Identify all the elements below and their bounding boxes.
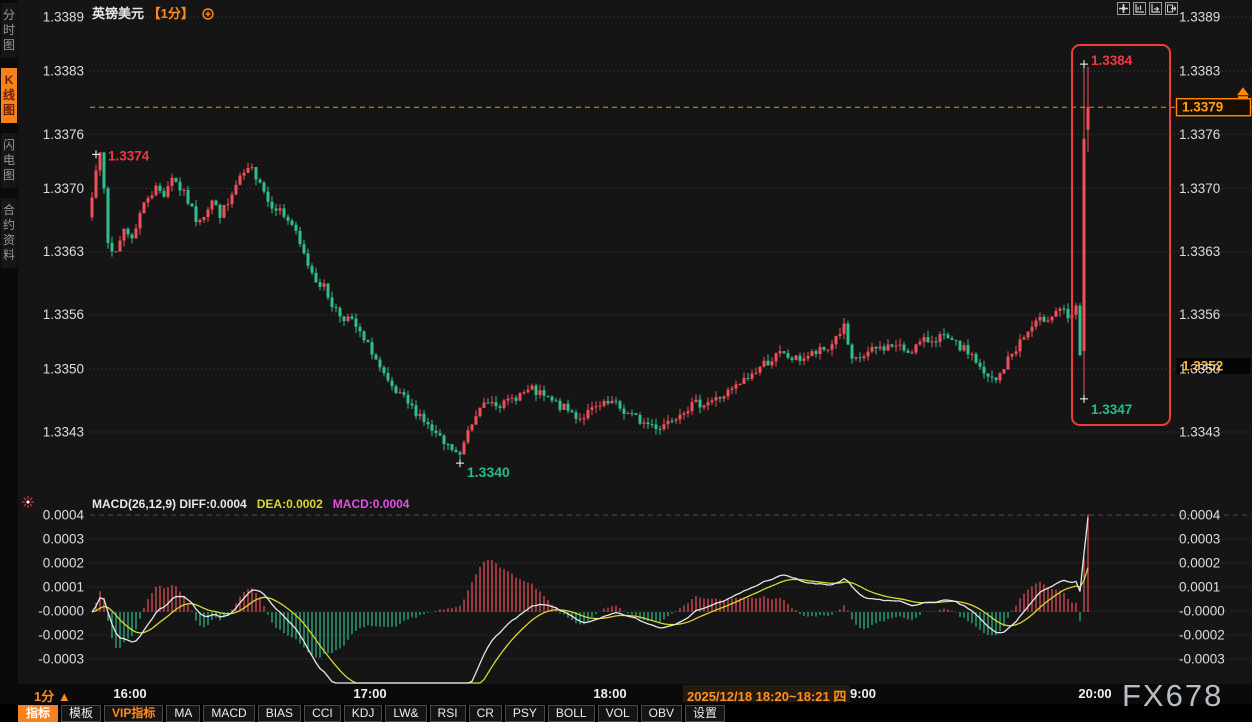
svg-text:0.0002: 0.0002 xyxy=(1179,556,1220,571)
svg-text:0.0004: 0.0004 xyxy=(43,508,85,523)
fx678-watermark: FX678 xyxy=(1122,678,1224,713)
macd-histogram xyxy=(95,514,1089,658)
svg-text:0.0001: 0.0001 xyxy=(43,580,84,595)
bottom-tab-13[interactable]: BOLL xyxy=(547,704,595,722)
symbol-name: 英镑美元 xyxy=(92,6,145,21)
sidebar-tab-lightning-chart[interactable]: 闪电图 xyxy=(1,133,17,188)
scroll-to-latest-icon[interactable] xyxy=(1237,87,1249,96)
svg-text:1.3343: 1.3343 xyxy=(43,425,84,440)
bottom-tab-4[interactable]: MA xyxy=(166,704,201,722)
sidebar-tab-contract-info[interactable]: 合约资料 xyxy=(1,198,17,268)
dea-value-label: DEA:0.0002 xyxy=(256,497,323,511)
bottom-tab-12[interactable]: PSY xyxy=(504,704,545,722)
bottom-tab-11[interactable]: CR xyxy=(468,704,502,722)
svg-text:1.3389: 1.3389 xyxy=(1179,10,1220,25)
svg-text:1.3356: 1.3356 xyxy=(1179,307,1220,322)
time-label-17: 17:00 xyxy=(353,686,387,701)
svg-text:1.3383: 1.3383 xyxy=(43,64,84,79)
bottom-tab-5[interactable]: MACD xyxy=(203,704,255,722)
axis-scroll-icon[interactable] xyxy=(1149,2,1162,15)
svg-text:1.3370: 1.3370 xyxy=(1179,181,1220,196)
macd-header: MACD(26,12,9) DIFF:0.0004 DEA:0.0002 MACD:… xyxy=(92,497,409,511)
svg-text:1.3376: 1.3376 xyxy=(43,127,84,142)
macd-formula-label: MACD(26,12,9) DIFF:0.0004 xyxy=(92,497,247,511)
current-price-tag[interactable] xyxy=(1175,98,1252,117)
chart-title: 英镑美元 【1分】 xyxy=(92,3,214,22)
macd-lines xyxy=(91,517,1089,684)
secondary-price-tag xyxy=(1176,358,1251,374)
svg-text:1.3350: 1.3350 xyxy=(43,361,84,376)
svg-text:-0.0003: -0.0003 xyxy=(1179,652,1225,667)
axis-labels: 1.3389 1.3389 1.3383 1.3383 1.3376 1.3376 1.33… xyxy=(38,10,1225,667)
svg-text:1.3350: 1.3350 xyxy=(1179,361,1220,376)
svg-text:-0.0003: -0.0003 xyxy=(38,652,84,667)
chart-toolbar xyxy=(1117,2,1178,15)
bottom-tab-3[interactable]: VIP指标 xyxy=(104,704,164,722)
svg-text:0.0002: 0.0002 xyxy=(43,556,84,571)
svg-text:-0.0002: -0.0002 xyxy=(1179,628,1225,643)
svg-text:1.3374: 1.3374 xyxy=(108,148,150,163)
svg-text:1.3352: 1.3352 xyxy=(1182,359,1223,374)
svg-text:0.0003: 0.0003 xyxy=(1179,532,1220,547)
bottom-tab-7[interactable]: CCI xyxy=(304,704,341,722)
gridlines xyxy=(90,16,1252,660)
axis-zoom-icon[interactable] xyxy=(1133,2,1146,15)
time-label-16: 16:00 xyxy=(113,686,147,701)
annotations-layer: 1.3379 1.3352 1.3374 1.3340 1.3384 1.3347 xyxy=(90,44,1252,480)
svg-text:1.3384: 1.3384 xyxy=(1091,53,1133,68)
bottom-tab-8[interactable]: KDJ xyxy=(343,704,383,722)
svg-text:1.3376: 1.3376 xyxy=(1179,127,1220,142)
interval-badge: 【1分】 xyxy=(147,6,194,21)
svg-text:0.0003: 0.0003 xyxy=(43,532,84,547)
interval-selector[interactable]: 1分 ▲ xyxy=(34,689,71,704)
bottom-tab-1[interactable]: 指标 xyxy=(18,704,59,722)
bottom-tab-16[interactable]: 设置 xyxy=(684,704,725,722)
svg-text:1.3347: 1.3347 xyxy=(1091,402,1132,417)
svg-text:1.3343: 1.3343 xyxy=(1179,425,1220,440)
candles-layer xyxy=(90,62,1090,460)
macd-value-label: MACD:0.0004 xyxy=(332,497,410,511)
add-overlay-icon[interactable] xyxy=(201,8,214,20)
svg-text:-0.0000: -0.0000 xyxy=(38,604,84,619)
svg-text:-0.0000: -0.0000 xyxy=(1179,604,1225,619)
bottom-tab-10[interactable]: RSI xyxy=(429,704,466,722)
bottom-tab-9[interactable]: LW& xyxy=(385,704,427,722)
indicator-tab-bar: 指标 模板 VIP指标 MA MACD BIAS CCI KDJ LW& RSI CR PSY BOLL… xyxy=(0,704,1252,722)
sidebar-tab-time-chart[interactable]: 分时图 xyxy=(1,3,17,58)
svg-text:1.3379: 1.3379 xyxy=(1182,100,1223,115)
time-label-20: 20:00 xyxy=(1078,686,1112,701)
sidebar-tab-kline-chart[interactable]: K线图 xyxy=(1,68,17,123)
bottom-tab-14[interactable]: VOL xyxy=(597,704,638,722)
svg-text:1.3389: 1.3389 xyxy=(43,10,84,25)
bottom-tab-6[interactable]: BIAS xyxy=(257,704,302,722)
svg-text:1.3383: 1.3383 xyxy=(1179,64,1220,79)
time-label-18: 18:00 xyxy=(593,686,627,701)
bottom-tab-15[interactable]: OBV xyxy=(640,704,682,722)
pane-shift-icon[interactable] xyxy=(1165,2,1178,15)
svg-text:1.3356: 1.3356 xyxy=(43,307,84,322)
chart-type-sidebar: 分时图 K线图 闪电图 合约资料 xyxy=(0,0,18,684)
bottom-tab-2[interactable]: 模板 xyxy=(61,704,102,722)
time-axis: 1分 ▲ 16:00 17:00 18:00 9:00 20:00 2025/1… xyxy=(0,684,1252,704)
selected-range-badge: 2025/12/18 18:20~18:21 四 xyxy=(683,685,851,704)
spike-annotation-box xyxy=(1071,44,1171,426)
svg-text:0.0004: 0.0004 xyxy=(1179,508,1221,523)
svg-text:1.3363: 1.3363 xyxy=(43,244,84,259)
indicator-settings-icon[interactable] xyxy=(21,495,35,509)
chart-canvas[interactable]: 1.33791.33521.33741.33401.33841.33471.33… xyxy=(0,0,1252,684)
svg-text:1.3363: 1.3363 xyxy=(1179,244,1220,259)
time-label-19: 9:00 xyxy=(849,686,877,701)
svg-text:-0.0002: -0.0002 xyxy=(38,628,84,643)
svg-text:1.3370: 1.3370 xyxy=(43,181,84,196)
svg-text:1.3340: 1.3340 xyxy=(467,464,510,480)
move-icon[interactable] xyxy=(1117,2,1130,15)
svg-text:0.0001: 0.0001 xyxy=(1179,580,1220,595)
